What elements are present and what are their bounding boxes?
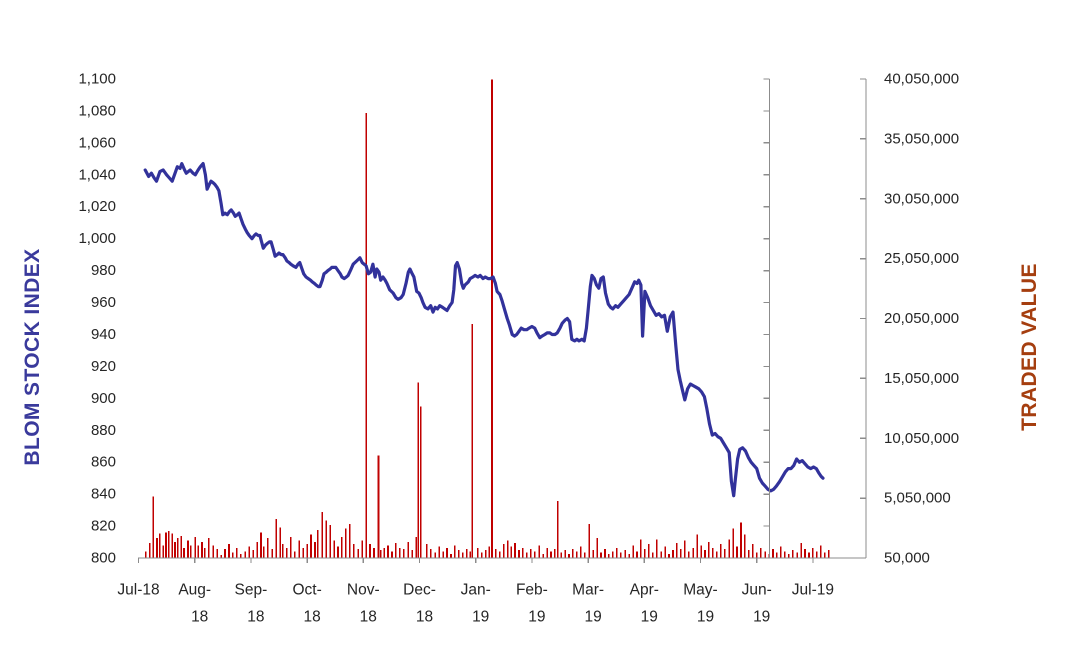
- month-label-year: 19: [528, 609, 545, 626]
- left-axis-tick-label: 800: [91, 550, 116, 567]
- month-label-year: 18: [303, 609, 320, 626]
- month-label-year: 18: [191, 609, 208, 626]
- right-axis-tick-label: 25,050,000: [884, 250, 959, 267]
- month-label: Mar-: [572, 582, 604, 599]
- month-label-year: 18: [416, 609, 433, 626]
- left-axis-tick-label: 1,040: [78, 166, 116, 183]
- right-axis-tick-label: 35,050,000: [884, 130, 959, 147]
- left-axis-tick-label: 840: [91, 486, 116, 503]
- left-axis-tick-label: 880: [91, 422, 116, 439]
- right-axis-title: TRADED VALUE: [1018, 263, 1041, 431]
- right-axis-tick-label: 50,000: [884, 550, 930, 567]
- left-axis-tick-label: 960: [91, 294, 116, 311]
- month-label: Jan-: [461, 582, 491, 599]
- right-axis-tick-label: 40,050,000: [884, 71, 959, 88]
- right-axis-tick-label: 5,050,000: [884, 490, 951, 507]
- month-label-year: 19: [472, 609, 489, 626]
- left-axis-tick-label: 1,080: [78, 102, 116, 119]
- month-label: Oct-: [292, 582, 321, 599]
- right-axis-tick-label: 30,050,000: [884, 190, 959, 207]
- month-label-year: 19: [641, 609, 658, 626]
- month-label-year: 18: [360, 609, 377, 626]
- month-label-year: 19: [697, 609, 714, 626]
- month-label-year: 19: [584, 609, 601, 626]
- month-label: Nov-: [347, 582, 380, 599]
- right-axis-tick-label: 15,050,000: [884, 370, 959, 387]
- left-axis-tick-label: 1,100: [78, 71, 116, 88]
- left-axis-tick-label: 980: [91, 262, 116, 279]
- left-axis-tick-label: 820: [91, 518, 116, 535]
- left-axis-tick-label: 1,000: [78, 230, 116, 247]
- month-label: Apr-: [630, 582, 659, 599]
- month-label: Jun-: [742, 582, 772, 599]
- right-axis-tick-label: 20,050,000: [884, 310, 959, 327]
- left-axis-title: BLOM STOCK INDEX: [21, 248, 44, 466]
- right-axis-tick-label: 10,050,000: [884, 430, 959, 447]
- month-label: Feb-: [516, 582, 548, 599]
- month-label: Jul-18: [117, 582, 159, 599]
- left-axis-tick-label: 940: [91, 326, 116, 343]
- month-label: Jul-19: [792, 582, 834, 599]
- left-axis-tick-label: 1,020: [78, 198, 116, 215]
- month-label: May-: [683, 582, 717, 599]
- month-label-year: 19: [753, 609, 770, 626]
- month-label-year: 18: [247, 609, 264, 626]
- month-label: Sep-: [235, 582, 268, 599]
- stock-index-line: [143, 162, 825, 498]
- left-axis-tick-label: 920: [91, 358, 116, 375]
- month-label: Dec-: [403, 582, 436, 599]
- left-axis-tick-label: 1,060: [78, 134, 116, 151]
- left-axis-tick-label: 860: [91, 454, 116, 471]
- left-axis-tick-label: 900: [91, 390, 116, 407]
- month-label: Aug-: [178, 582, 211, 599]
